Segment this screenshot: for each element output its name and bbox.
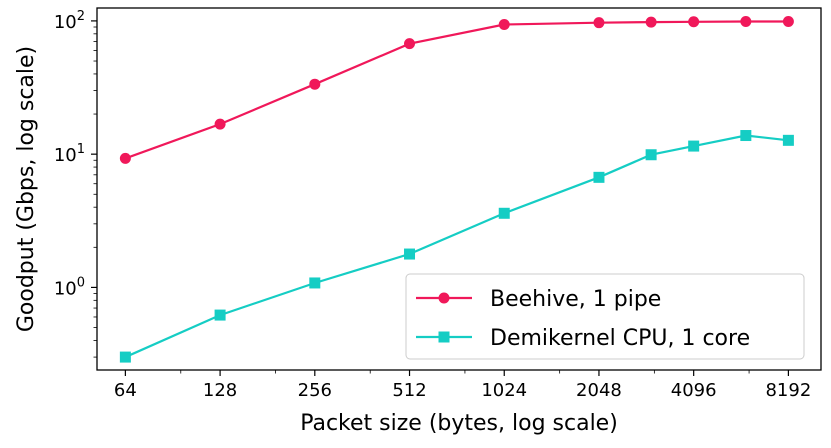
x-axis-label: Packet size (bytes, log scale) <box>300 411 618 436</box>
legend-label: Demikernel CPU, 1 core <box>490 326 750 351</box>
legend-swatch-marker <box>438 331 450 343</box>
legend-swatch-marker <box>438 292 450 304</box>
y-tick-label: 101 <box>54 142 85 166</box>
legend-entry-2: Demikernel CPU, 1 core <box>416 326 750 351</box>
x-tick-label: 1024 <box>481 380 527 401</box>
x-tick-label: 256 <box>298 380 332 401</box>
data-point <box>309 78 321 90</box>
x-tick-label: 8192 <box>765 380 811 401</box>
x-tick-label: 2048 <box>576 380 622 401</box>
y-axis-ticks: 100 101 102 <box>54 9 97 358</box>
data-point <box>214 118 226 130</box>
y-tick-label: 100 <box>54 275 85 299</box>
x-tick-label: 4096 <box>671 380 717 401</box>
series-line <box>125 20 789 160</box>
data-point <box>498 18 510 30</box>
x-tick-label: 128 <box>203 380 237 401</box>
plot-frame <box>96 7 822 371</box>
data-point <box>498 207 510 219</box>
data-point <box>645 149 657 161</box>
series-2 <box>119 130 794 363</box>
legend-frame <box>405 273 805 360</box>
x-tick-label: 512 <box>392 380 426 401</box>
data-point <box>740 15 752 27</box>
series-line <box>124 134 789 359</box>
data-point <box>214 309 226 321</box>
x-tick-label: 64 <box>114 380 137 401</box>
data-point <box>782 134 794 146</box>
series-layer <box>119 15 794 363</box>
data-point <box>782 15 794 27</box>
legend: Beehive, 1 pipe Demikernel CPU, 1 core <box>405 273 805 360</box>
plot-area <box>96 7 822 371</box>
data-point <box>593 17 605 29</box>
y-tick-label: 102 <box>54 9 85 33</box>
legend-entry-1: Beehive, 1 pipe <box>416 287 661 312</box>
data-point <box>740 130 752 142</box>
data-point <box>688 140 700 152</box>
data-point <box>119 351 131 363</box>
data-point <box>645 16 657 28</box>
data-point <box>404 248 416 260</box>
data-point <box>309 277 321 289</box>
data-point <box>119 152 131 164</box>
data-point <box>688 16 700 28</box>
data-point <box>404 38 416 50</box>
data-point <box>593 171 605 183</box>
y-axis-label: Goodput (Gbps, log scale) <box>14 46 39 332</box>
legend-label: Beehive, 1 pipe <box>490 287 661 312</box>
series-1 <box>119 15 794 164</box>
x-axis-ticks: 64 128 256 512 1024 2048 4096 8192 <box>114 370 811 401</box>
